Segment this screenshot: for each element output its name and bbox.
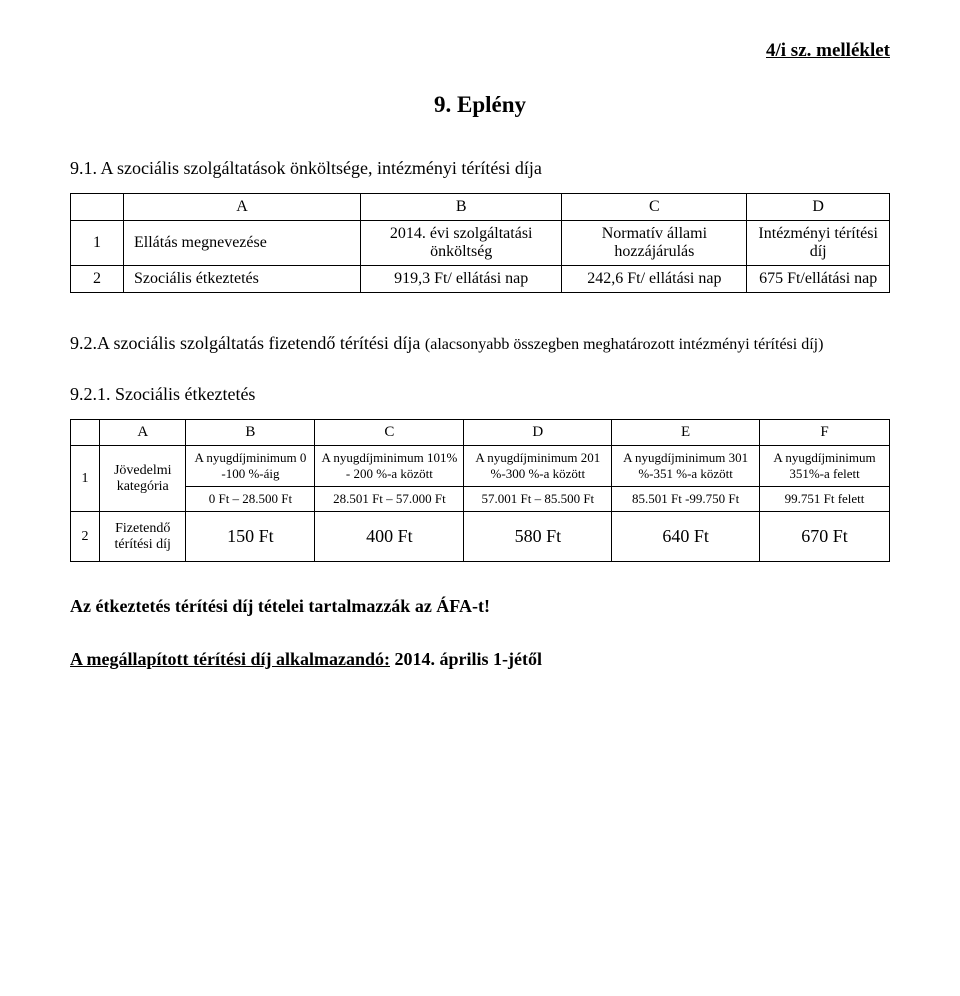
cell-b-header: 2014. évi szolgáltatási önköltség <box>361 221 562 266</box>
effective-date-value: 2014. április 1-jétől <box>390 649 542 669</box>
col-letter-c: C <box>315 420 464 446</box>
cell-c-top: A nyugdíjminimum 101% - 200 %-a között <box>315 446 464 487</box>
row-num-2: 2 <box>71 266 124 293</box>
cell-d-data: 675 Ft/ellátási nap <box>747 266 890 293</box>
col-letter-b: B <box>186 420 315 446</box>
cell-b-data: 919,3 Ft/ ellátási nap <box>361 266 562 293</box>
cell-e-top: A nyugdíjminimum 301 %-351 %-a között <box>612 446 760 487</box>
row-num-1: 1 <box>71 446 100 512</box>
cell-name-data: Szociális étkeztetés <box>124 266 361 293</box>
effective-date-label: A megállapított térítési díj alkalmazand… <box>70 649 390 669</box>
cell-d-bot: 57.001 Ft – 85.500 Ft <box>464 487 612 512</box>
table-row: A B C D <box>71 194 890 221</box>
section-9-2-1-heading: 9.2.1. Szociális étkeztetés <box>70 384 890 405</box>
effective-date-note: A megállapított térítési díj alkalmazand… <box>70 649 890 670</box>
table-row: A B C D E F <box>71 420 890 446</box>
cell-e-fee: 640 Ft <box>612 512 760 562</box>
table-9-1: A B C D 1 Ellátás megnevezése 2014. évi … <box>70 193 890 293</box>
row-num-2: 2 <box>71 512 100 562</box>
cell-d-header: Intézményi térítési díj <box>747 221 890 266</box>
cell-b-top: A nyugdíjminimum 0 -100 %-áig <box>186 446 315 487</box>
cell-b-fee: 150 Ft <box>186 512 315 562</box>
table-9-2-1: A B C D E F 1 Jövedelmi kategória A nyug… <box>70 419 890 562</box>
main-title: 9. Eplény <box>70 92 890 118</box>
col-letter-c: C <box>562 194 747 221</box>
col-letter-a: A <box>100 420 186 446</box>
cell-f-fee: 670 Ft <box>760 512 890 562</box>
table-row: 2 Szociális étkeztetés 919,3 Ft/ ellátás… <box>71 266 890 293</box>
col-letter-e: E <box>612 420 760 446</box>
cell-b-bot: 0 Ft – 28.500 Ft <box>186 487 315 512</box>
table-row: 0 Ft – 28.500 Ft 28.501 Ft – 57.000 Ft 5… <box>71 487 890 512</box>
table-row: 1 Jövedelmi kategória A nyugdíjminimum 0… <box>71 446 890 487</box>
vat-note: Az étkeztetés térítési díj tételei tarta… <box>70 596 890 617</box>
col-letter-b: B <box>361 194 562 221</box>
heading-9-2-main: 9.2.A szociális szolgáltatás fizetendő t… <box>70 333 425 353</box>
col-letter-f: F <box>760 420 890 446</box>
cell-fee-label: Fizetendő térítési díj <box>100 512 186 562</box>
cell-income-label: Jövedelmi kategória <box>100 446 186 512</box>
cell-c-header: Normatív állami hozzájárulás <box>562 221 747 266</box>
cell-e-bot: 85.501 Ft -99.750 Ft <box>612 487 760 512</box>
section-9-1-heading: 9.1. A szociális szolgáltatások önköltsé… <box>70 158 890 179</box>
page: 4/i sz. melléklet 9. Eplény 9.1. A szoci… <box>0 0 960 996</box>
col-letter-d: D <box>747 194 890 221</box>
cell-blank <box>71 194 124 221</box>
table-row: 1 Ellátás megnevezése 2014. évi szolgált… <box>71 221 890 266</box>
cell-name-header: Ellátás megnevezése <box>124 221 361 266</box>
cell-blank <box>71 420 100 446</box>
cell-f-top: A nyugdíjminimum 351%-a felett <box>760 446 890 487</box>
col-letter-a: A <box>124 194 361 221</box>
cell-c-fee: 400 Ft <box>315 512 464 562</box>
cell-f-bot: 99.751 Ft felett <box>760 487 890 512</box>
cell-d-fee: 580 Ft <box>464 512 612 562</box>
table-row: 2 Fizetendő térítési díj 150 Ft 400 Ft 5… <box>71 512 890 562</box>
col-letter-d: D <box>464 420 612 446</box>
heading-9-2-paren: (alacsonyabb összegben meghatározott int… <box>425 336 824 353</box>
cell-c-data: 242,6 Ft/ ellátási nap <box>562 266 747 293</box>
cell-c-bot: 28.501 Ft – 57.000 Ft <box>315 487 464 512</box>
cell-d-top: A nyugdíjminimum 201 %-300 %-a között <box>464 446 612 487</box>
section-9-2-heading: 9.2.A szociális szolgáltatás fizetendő t… <box>70 333 890 354</box>
row-num-1: 1 <box>71 221 124 266</box>
attachment-label: 4/i sz. melléklet <box>70 40 890 62</box>
